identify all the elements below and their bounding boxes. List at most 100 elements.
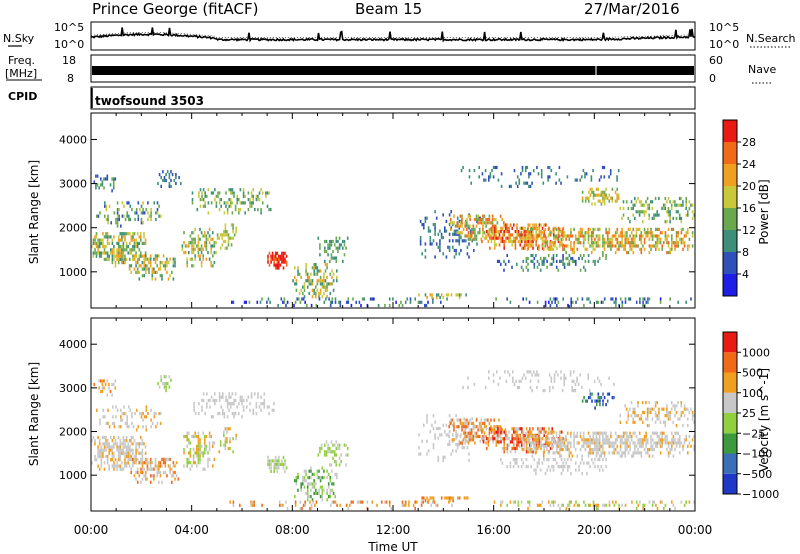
data-cell — [521, 233, 523, 237]
data-cell — [116, 254, 118, 258]
data-cell — [136, 267, 139, 271]
data-cell — [95, 235, 98, 239]
data-cell — [642, 410, 644, 415]
data-cell — [447, 433, 449, 437]
data-cell — [482, 217, 484, 222]
data-cell — [622, 244, 625, 248]
data-cell — [455, 442, 457, 447]
data-cell — [278, 263, 280, 267]
data-cell — [560, 181, 562, 185]
data-cell — [122, 445, 125, 449]
data-cell — [532, 230, 534, 234]
data-cell — [425, 303, 428, 308]
data-cell — [202, 234, 204, 238]
data-cell — [230, 204, 232, 208]
data-cell — [125, 248, 128, 252]
data-cell — [499, 438, 502, 442]
data-cell — [634, 203, 636, 207]
data-cell — [576, 503, 579, 507]
data-cell — [488, 231, 491, 235]
data-cell — [558, 165, 561, 170]
data-cell — [138, 277, 141, 281]
data-cell — [524, 239, 526, 244]
data-cell — [104, 204, 106, 208]
data-cell — [599, 193, 601, 197]
data-cell — [223, 201, 226, 205]
data-cell — [412, 503, 415, 507]
data-cell — [528, 438, 530, 442]
data-cell — [445, 423, 448, 427]
data-cell — [666, 251, 668, 255]
data-cell — [111, 439, 114, 443]
data-cell — [634, 196, 636, 201]
data-cell — [542, 454, 545, 458]
data-cell — [202, 198, 205, 202]
data-cell — [434, 226, 436, 230]
data-cell — [445, 229, 448, 233]
data-cell — [305, 479, 307, 483]
data-cell — [310, 469, 312, 473]
data-cell — [587, 253, 590, 258]
data-cell — [508, 184, 511, 188]
data-cell — [597, 444, 599, 448]
data-cell — [683, 441, 686, 445]
data-cell — [594, 227, 596, 231]
data-cell — [238, 412, 240, 416]
data-cell — [519, 236, 521, 240]
data-cell — [204, 201, 206, 205]
data-cell — [204, 231, 206, 235]
data-cell — [598, 431, 601, 435]
data-cell — [653, 234, 655, 238]
data-cell — [560, 259, 563, 263]
data-cell — [640, 414, 642, 418]
data-cell — [338, 463, 341, 467]
data-cell — [107, 421, 109, 425]
data-cell — [521, 446, 523, 451]
data-cell — [329, 303, 332, 308]
data-cell — [622, 213, 625, 217]
data-cell — [483, 231, 486, 235]
data-cell — [688, 237, 691, 241]
data-cell — [144, 257, 147, 261]
data-cell — [191, 231, 193, 235]
data-cell — [273, 254, 275, 258]
data-cell — [560, 438, 563, 442]
data-cell — [629, 244, 631, 248]
data-cell — [132, 245, 134, 249]
data-cell — [605, 196, 607, 200]
data-cell — [563, 438, 566, 442]
data-cell — [158, 173, 161, 177]
data-cell — [265, 191, 267, 195]
data-cell — [466, 421, 468, 425]
data-cell — [333, 500, 335, 504]
colorbar-segment — [723, 473, 737, 494]
data-cell — [683, 244, 686, 248]
data-cell — [278, 500, 281, 504]
data-cell — [548, 373, 551, 377]
data-cell — [447, 500, 450, 504]
data-cell — [192, 231, 195, 235]
data-cell — [100, 458, 103, 462]
data-cell — [194, 254, 196, 258]
data-cell — [516, 443, 518, 447]
data-cell — [455, 449, 457, 453]
data-cell — [475, 217, 478, 222]
data-cell — [594, 448, 596, 452]
data-cell — [221, 233, 224, 237]
data-cell — [159, 421, 162, 425]
data-cell — [637, 404, 639, 408]
data-cell — [434, 436, 436, 440]
data-cell — [122, 235, 125, 239]
data-cell — [621, 503, 624, 507]
freq-panel: Freq. [MHz] 18 8 60 0 Nave — [5, 54, 776, 85]
data-cell — [366, 500, 369, 504]
data-cell — [527, 450, 529, 454]
data-cell — [442, 296, 445, 300]
data-cell — [500, 440, 502, 444]
data-cell — [294, 500, 297, 504]
data-cell — [497, 433, 499, 437]
data-cell — [553, 373, 556, 377]
data-cell — [642, 503, 644, 507]
data-cell — [603, 503, 606, 507]
data-cell — [96, 214, 98, 218]
